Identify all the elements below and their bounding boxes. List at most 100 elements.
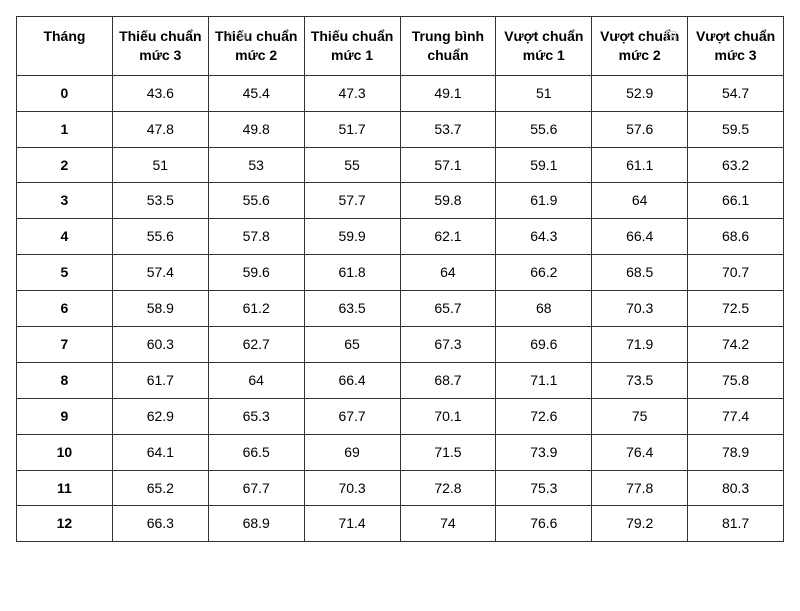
col-header: Trung bình chuẩn — [400, 17, 496, 76]
data-cell: 60.3 — [112, 327, 208, 363]
row-label-cell: 3 — [17, 183, 113, 219]
data-cell: 67.7 — [304, 398, 400, 434]
data-cell: 55 — [304, 147, 400, 183]
data-cell: 67.7 — [208, 470, 304, 506]
table-row: 1064.166.56971.573.976.478.9 — [17, 434, 784, 470]
data-cell: 73.9 — [496, 434, 592, 470]
row-label-cell: 10 — [17, 434, 113, 470]
data-cell: 59.8 — [400, 183, 496, 219]
data-cell: 71.9 — [592, 327, 688, 363]
data-cell: 57.1 — [400, 147, 496, 183]
data-cell: 77.8 — [592, 470, 688, 506]
data-cell: 47.8 — [112, 111, 208, 147]
data-cell: 68.5 — [592, 255, 688, 291]
table-wrapper: ⠿ ≡ Tháng Thiếu chuẩn mức 3 Thiếu chuẩn … — [16, 16, 784, 542]
col-header: Thiếu chuẩn mức 3 — [112, 17, 208, 76]
row-label-cell: 11 — [17, 470, 113, 506]
row-label-cell: 2 — [17, 147, 113, 183]
data-cell: 71.1 — [496, 362, 592, 398]
data-cell: 72.6 — [496, 398, 592, 434]
data-cell: 66.4 — [592, 219, 688, 255]
table-row: 760.362.76567.369.671.974.2 — [17, 327, 784, 363]
row-label-cell: 12 — [17, 506, 113, 542]
data-cell: 57.4 — [112, 255, 208, 291]
data-cell: 59.1 — [496, 147, 592, 183]
data-cell: 74.2 — [688, 327, 784, 363]
data-cell: 73.5 — [592, 362, 688, 398]
table-row: 1165.267.770.372.875.377.880.3 — [17, 470, 784, 506]
data-cell: 68 — [496, 291, 592, 327]
data-cell: 63.5 — [304, 291, 400, 327]
col-header: Tháng — [17, 17, 113, 76]
data-cell: 74 — [400, 506, 496, 542]
data-cell: 65 — [304, 327, 400, 363]
data-cell: 70.3 — [592, 291, 688, 327]
data-cell: 53 — [208, 147, 304, 183]
data-cell: 53.7 — [400, 111, 496, 147]
data-cell: 43.6 — [112, 75, 208, 111]
data-cell: 62.7 — [208, 327, 304, 363]
data-cell: 71.4 — [304, 506, 400, 542]
data-cell: 67.3 — [400, 327, 496, 363]
table-row: 353.555.657.759.861.96466.1 — [17, 183, 784, 219]
data-cell: 53.5 — [112, 183, 208, 219]
data-cell: 64 — [592, 183, 688, 219]
data-cell: 64.1 — [112, 434, 208, 470]
data-cell: 57.6 — [592, 111, 688, 147]
data-cell: 54.7 — [688, 75, 784, 111]
row-label-cell: 4 — [17, 219, 113, 255]
data-cell: 72.5 — [688, 291, 784, 327]
row-label-cell: 1 — [17, 111, 113, 147]
data-cell: 61.1 — [592, 147, 688, 183]
data-cell: 75.3 — [496, 470, 592, 506]
table-row: 861.76466.468.771.173.575.8 — [17, 362, 784, 398]
table-row: 147.849.851.753.755.657.659.5 — [17, 111, 784, 147]
data-cell: 52.9 — [592, 75, 688, 111]
data-cell: 75.8 — [688, 362, 784, 398]
col-header: Vượt chuẩn mức 1 — [496, 17, 592, 76]
data-cell: 62.9 — [112, 398, 208, 434]
data-cell: 70.1 — [400, 398, 496, 434]
col-header: Thiếu chuẩn mức 1 — [304, 17, 400, 76]
row-label-cell: 9 — [17, 398, 113, 434]
data-cell: 68.6 — [688, 219, 784, 255]
data-cell: 78.9 — [688, 434, 784, 470]
data-cell: 51 — [496, 75, 592, 111]
row-label-cell: 5 — [17, 255, 113, 291]
data-cell: 66.3 — [112, 506, 208, 542]
data-cell: 64 — [208, 362, 304, 398]
data-cell: 57.7 — [304, 183, 400, 219]
data-cell: 75 — [592, 398, 688, 434]
data-cell: 72.8 — [400, 470, 496, 506]
row-label-cell: 8 — [17, 362, 113, 398]
data-cell: 66.4 — [304, 362, 400, 398]
col-header: Thiếu chuẩn mức 2 — [208, 17, 304, 76]
col-header: Vượt chuẩn mức 2 — [592, 17, 688, 76]
data-cell: 66.1 — [688, 183, 784, 219]
data-cell: 69 — [304, 434, 400, 470]
table-row: 043.645.447.349.15152.954.7 — [17, 75, 784, 111]
data-cell: 68.9 — [208, 506, 304, 542]
data-cell: 62.1 — [400, 219, 496, 255]
data-cell: 70.7 — [688, 255, 784, 291]
data-cell: 76.4 — [592, 434, 688, 470]
data-cell: 51 — [112, 147, 208, 183]
data-cell: 61.8 — [304, 255, 400, 291]
table-row: 557.459.661.86466.268.570.7 — [17, 255, 784, 291]
data-cell: 61.7 — [112, 362, 208, 398]
data-cell: 59.9 — [304, 219, 400, 255]
data-cell: 55.6 — [112, 219, 208, 255]
data-cell: 64 — [400, 255, 496, 291]
data-cell: 64.3 — [496, 219, 592, 255]
data-cell: 59.5 — [688, 111, 784, 147]
data-cell: 66.2 — [496, 255, 592, 291]
data-cell: 70.3 — [304, 470, 400, 506]
data-cell: 49.1 — [400, 75, 496, 111]
data-cell: 69.6 — [496, 327, 592, 363]
data-cell: 68.7 — [400, 362, 496, 398]
table-row: 1266.368.971.47476.679.281.7 — [17, 506, 784, 542]
data-cell: 45.4 — [208, 75, 304, 111]
data-cell: 59.6 — [208, 255, 304, 291]
header-row: Tháng Thiếu chuẩn mức 3 Thiếu chuẩn mức … — [17, 17, 784, 76]
data-cell: 65.2 — [112, 470, 208, 506]
